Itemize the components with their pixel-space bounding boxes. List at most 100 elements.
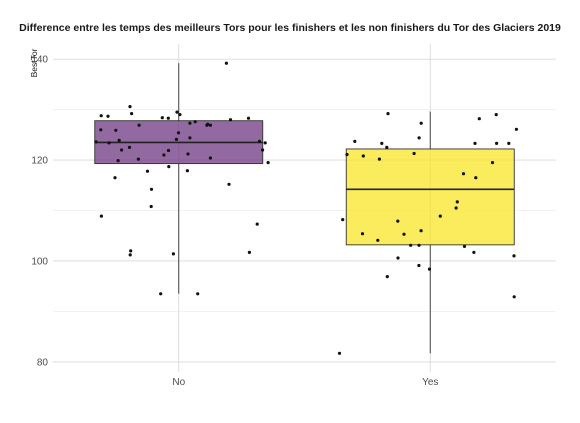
- data-point-yes: [361, 154, 365, 158]
- data-point-no: [106, 114, 110, 118]
- data-point-yes: [462, 244, 467, 248]
- data-point-no: [107, 141, 111, 145]
- data-point-yes: [385, 275, 389, 279]
- data-point-yes: [417, 263, 421, 268]
- data-point-yes: [419, 121, 423, 125]
- data-point-yes: [385, 145, 389, 149]
- data-point-no: [113, 176, 117, 180]
- data-point-no: [167, 165, 171, 169]
- data-point-yes: [353, 139, 357, 143]
- y-tick-label: 140: [31, 55, 48, 66]
- data-point-yes: [396, 256, 400, 260]
- data-point-no: [128, 105, 132, 109]
- data-point-no: [208, 156, 212, 160]
- data-point-yes: [494, 113, 498, 117]
- data-point-yes: [473, 141, 477, 145]
- data-point-no: [196, 292, 200, 296]
- data-point-no: [114, 128, 118, 132]
- data-point-no: [171, 252, 175, 256]
- data-point-yes: [490, 161, 495, 165]
- data-point-no: [136, 157, 140, 161]
- data-point-yes: [412, 151, 416, 156]
- data-point-yes: [514, 127, 519, 131]
- data-point-no: [128, 253, 132, 257]
- box-yes: [345, 148, 515, 246]
- data-point-no: [99, 114, 103, 118]
- data-point-no: [149, 204, 153, 209]
- data-point-yes: [472, 250, 476, 254]
- data-point-no: [257, 139, 262, 143]
- data-point-no: [263, 141, 267, 145]
- data-point-yes: [454, 206, 458, 210]
- data-point-yes: [474, 176, 478, 180]
- data-point-no: [127, 145, 132, 149]
- y-tick-label: 100: [31, 256, 48, 267]
- data-point-no: [175, 110, 179, 114]
- data-point-yes: [337, 351, 342, 355]
- data-point-no: [188, 121, 192, 125]
- data-point-no: [255, 222, 259, 226]
- data-point-yes: [402, 232, 406, 236]
- data-point-yes: [512, 295, 516, 299]
- data-point-yes: [377, 157, 381, 161]
- data-point-yes: [409, 243, 413, 247]
- data-point-no: [116, 159, 120, 163]
- data-point-no: [149, 187, 154, 191]
- data-point-no: [99, 214, 103, 218]
- data-point-yes: [455, 200, 459, 204]
- data-point-no: [178, 113, 182, 117]
- data-point-yes: [507, 141, 511, 145]
- data-point-yes: [417, 243, 421, 247]
- data-point-no: [266, 161, 270, 165]
- data-point-no: [208, 123, 212, 127]
- data-point-yes: [360, 232, 365, 236]
- data-point-yes: [376, 238, 380, 242]
- data-point-no: [176, 131, 181, 135]
- data-point-yes: [427, 267, 432, 271]
- data-point-no: [117, 138, 121, 142]
- axes: 80 100 120 140 No Yes BestTor: [29, 48, 438, 388]
- x-tick-label: No: [172, 377, 185, 388]
- data-point-no: [120, 148, 124, 152]
- data-point-no: [129, 249, 133, 253]
- y-axis-title: BestTor: [29, 48, 39, 77]
- data-point-no: [174, 137, 178, 141]
- data-point-no: [247, 250, 251, 254]
- data-point-no: [162, 153, 166, 157]
- data-point-yes: [417, 136, 421, 140]
- data-point-no: [188, 136, 192, 140]
- data-point-yes: [380, 141, 384, 145]
- data-point-no: [145, 169, 150, 173]
- data-point-no: [166, 148, 171, 153]
- data-point-yes: [495, 141, 499, 145]
- data-point-no: [205, 123, 209, 127]
- data-point-no: [159, 292, 163, 296]
- data-point-no: [228, 118, 233, 122]
- data-point-no: [99, 128, 103, 132]
- data-point-no: [94, 140, 98, 144]
- data-point-yes: [512, 254, 516, 258]
- data-point-no: [224, 61, 228, 65]
- data-point-no: [246, 116, 251, 120]
- data-point-yes: [345, 152, 349, 157]
- data-point-yes: [419, 229, 423, 233]
- chart-title: Difference entre les temps des meilleurs…: [19, 22, 561, 34]
- data-point-no: [166, 116, 170, 120]
- y-tick-label: 120: [31, 156, 48, 167]
- boxes: [94, 63, 515, 354]
- data-point-no: [137, 123, 141, 127]
- data-point-yes: [461, 172, 466, 176]
- data-point-no: [160, 116, 164, 120]
- y-tick-label: 80: [37, 357, 49, 368]
- data-point-yes: [386, 112, 390, 116]
- x-tick-label: Yes: [422, 377, 438, 388]
- data-points: [94, 61, 519, 355]
- data-point-no: [130, 112, 134, 116]
- data-point-yes: [438, 214, 442, 218]
- data-point-yes: [341, 218, 345, 222]
- data-point-no: [227, 182, 231, 186]
- data-point-yes: [477, 117, 481, 121]
- data-point-yes: [396, 219, 400, 223]
- data-point-no: [185, 169, 189, 173]
